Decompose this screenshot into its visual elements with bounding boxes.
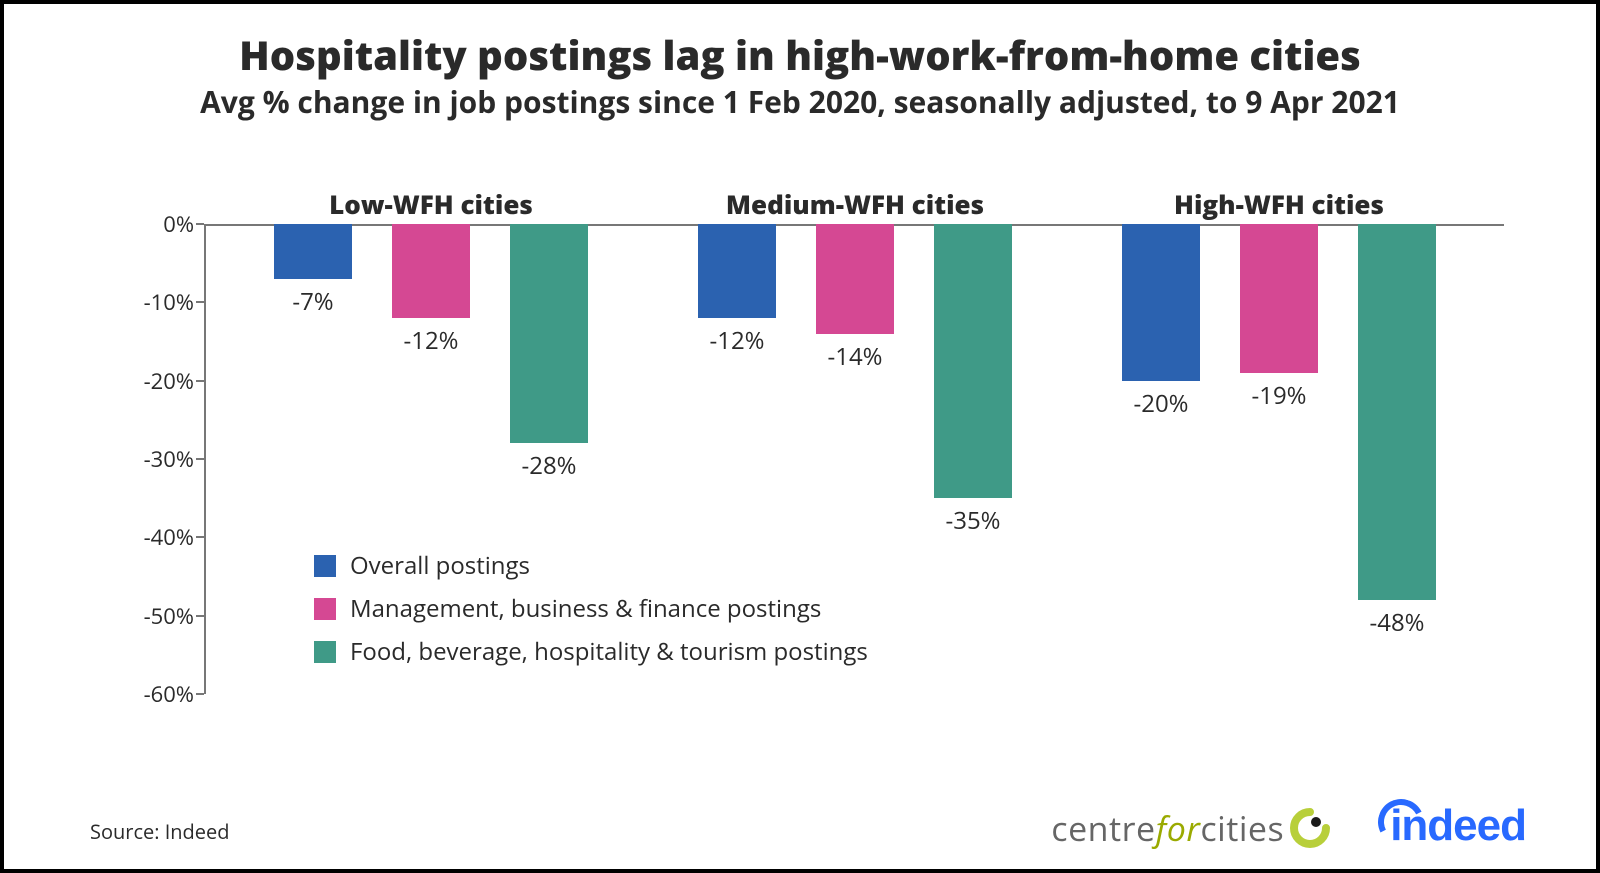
chart-subtitle: Avg % change in job postings since 1 Feb… bbox=[4, 82, 1596, 121]
bar bbox=[1358, 224, 1436, 600]
bar-value-label: -19% bbox=[1251, 379, 1306, 412]
legend-swatch bbox=[314, 598, 336, 620]
legend-swatch bbox=[314, 555, 336, 577]
y-tick-mark bbox=[196, 615, 204, 617]
bar bbox=[816, 224, 894, 334]
legend-item: Management, business & finance postings bbox=[314, 587, 868, 630]
cfc-text-1: centre bbox=[1051, 805, 1155, 851]
bar bbox=[510, 224, 588, 443]
legend-item: Overall postings bbox=[314, 544, 868, 587]
group-label: Low-WFH cities bbox=[251, 186, 611, 222]
bar-value-label: -7% bbox=[292, 285, 333, 318]
chart-frame: Hospitality postings lag in high-work-fr… bbox=[0, 0, 1600, 873]
y-tick-mark bbox=[196, 301, 204, 303]
y-tick-label: -30% bbox=[104, 444, 194, 474]
legend-item: Food, beverage, hospitality & tourism po… bbox=[314, 630, 868, 673]
bar bbox=[698, 224, 776, 318]
bar bbox=[934, 224, 1012, 498]
bar-value-label: -12% bbox=[403, 324, 458, 357]
bar-value-label: -14% bbox=[827, 340, 882, 373]
bar bbox=[1122, 224, 1200, 381]
y-tick-mark bbox=[196, 693, 204, 695]
bar bbox=[392, 224, 470, 318]
source-label: Source: Indeed bbox=[90, 818, 229, 845]
bar-value-label: -35% bbox=[945, 504, 1000, 537]
chart-title: Hospitality postings lag in high-work-fr… bbox=[4, 32, 1596, 78]
bar-value-label: -12% bbox=[709, 324, 764, 357]
y-tick-mark bbox=[196, 223, 204, 225]
y-tick-mark bbox=[196, 458, 204, 460]
y-tick-label: -20% bbox=[104, 366, 194, 396]
centre-for-cities-logo: centreforcities bbox=[1051, 805, 1330, 851]
bar bbox=[1240, 224, 1318, 373]
bar-value-label: -28% bbox=[521, 449, 576, 482]
legend-swatch bbox=[314, 641, 336, 663]
cfc-text-3: cities bbox=[1200, 805, 1284, 851]
y-tick-label: 0% bbox=[104, 209, 194, 239]
legend-label: Food, beverage, hospitality & tourism po… bbox=[350, 630, 868, 673]
y-tick-label: -40% bbox=[104, 522, 194, 552]
bar-value-label: -20% bbox=[1133, 387, 1188, 420]
bar bbox=[274, 224, 352, 279]
legend-label: Overall postings bbox=[350, 544, 530, 587]
y-tick-label: -60% bbox=[104, 679, 194, 709]
y-tick-label: -50% bbox=[104, 601, 194, 631]
cfc-text-2: for bbox=[1156, 805, 1201, 851]
legend-label: Management, business & finance postings bbox=[350, 587, 821, 630]
bar-value-label: -48% bbox=[1369, 606, 1424, 639]
group-label: High-WFH cities bbox=[1099, 186, 1459, 222]
y-tick-label: -10% bbox=[104, 287, 194, 317]
logos: centreforcities indeed bbox=[1051, 801, 1526, 851]
group-label: Medium-WFH cities bbox=[675, 186, 1035, 222]
indeed-logo: indeed bbox=[1380, 801, 1526, 851]
y-tick-mark bbox=[196, 380, 204, 382]
cfc-mark-icon bbox=[1290, 808, 1330, 848]
titles-block: Hospitality postings lag in high-work-fr… bbox=[4, 32, 1596, 121]
y-tick-mark bbox=[196, 536, 204, 538]
legend: Overall postingsManagement, business & f… bbox=[314, 544, 868, 674]
